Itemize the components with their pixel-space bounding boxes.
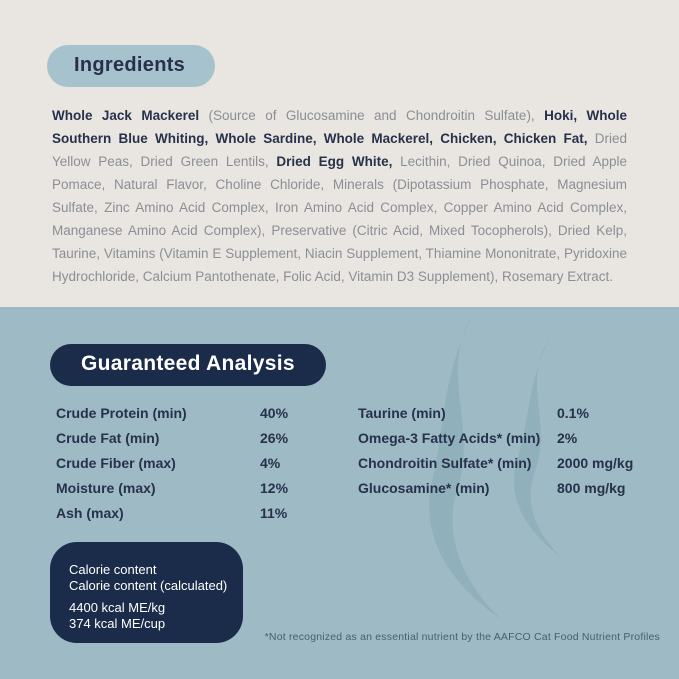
ingredients-text: Whole Jack Mackerel (Source of Glucosami… bbox=[52, 104, 627, 288]
analysis-row-value: 0.1% bbox=[557, 405, 589, 421]
analysis-row-label: Ash (max) bbox=[56, 505, 124, 521]
analysis-row-label: Glucosamine* (min) bbox=[358, 480, 490, 496]
analysis-row-value: 40% bbox=[260, 405, 289, 421]
analysis-row-value: 26% bbox=[260, 430, 289, 446]
ingredient-segment: Dried Yellow Peas, Dried Green Lentils, bbox=[52, 131, 627, 169]
analysis-table-right: Taurine (min) 0.1% Omega-3 Fatty Acids* (m… bbox=[358, 406, 633, 521]
calorie-line-2: Calorie content (calculated) bbox=[69, 577, 228, 593]
analysis-table-left: Crude Protein (min) 40% Crude Fat (min) 26%… bbox=[56, 406, 358, 521]
calorie-line-4: 374 kcal ME/cup bbox=[69, 615, 166, 631]
ingredient-segment: (Source of Glucosamine and Chondroitin S… bbox=[199, 108, 545, 123]
calorie-content-box: Calorie content Calorie content (calcula… bbox=[50, 542, 243, 643]
analysis-row-label: Omega-3 Fatty Acids* (min) bbox=[358, 430, 541, 446]
analysis-row-label: Chondroitin Sulfate* (min) bbox=[358, 455, 532, 471]
analysis-row-value: 2000 mg/kg bbox=[557, 455, 634, 471]
analysis-row-label: Crude Fiber (max) bbox=[56, 455, 176, 471]
ingredient-segment-bold: Whole Jack Mackerel bbox=[52, 108, 200, 123]
analysis-row-value: 2% bbox=[557, 430, 578, 446]
analysis-row-label: Crude Protein (min) bbox=[56, 405, 187, 421]
aafco-footnote: *Not recognized as an essential nutrient… bbox=[264, 631, 660, 643]
analysis-row-value: 11% bbox=[260, 505, 288, 521]
analysis-tables: Crude Protein (min) 40% Crude Fat (min) 26%… bbox=[56, 406, 633, 521]
ingredients-heading: Ingredients bbox=[47, 45, 216, 87]
ingredient-segment-bold: Dried Egg White, bbox=[276, 154, 393, 169]
ingredients-section: Ingredients Whole Jack Mackerel (Source … bbox=[0, 0, 679, 307]
calorie-line-3: 4400 kcal ME/kg bbox=[69, 600, 166, 615]
calorie-line-1: Calorie content bbox=[69, 562, 157, 577]
analysis-row-value: 800 mg/kg bbox=[557, 480, 626, 496]
analysis-row-label: Crude Fat (min) bbox=[56, 430, 160, 446]
analysis-row-label: Taurine (min) bbox=[358, 405, 446, 421]
guaranteed-analysis-heading: Guaranteed Analysis bbox=[50, 344, 326, 386]
analysis-row-value: 12% bbox=[260, 480, 289, 496]
ingredient-segment-bold: Hoki, Whole Southern Blue Whiting, Whole… bbox=[52, 108, 627, 146]
guaranteed-analysis-section: Guaranteed Analysis Crude Protein (min) 4… bbox=[0, 307, 679, 679]
ingredient-segment: Lecithin, Dried Quinoa, Dried Apple Poma… bbox=[52, 154, 628, 284]
analysis-row-value: 4% bbox=[260, 455, 281, 471]
analysis-row-label: Moisture (max) bbox=[56, 480, 156, 496]
